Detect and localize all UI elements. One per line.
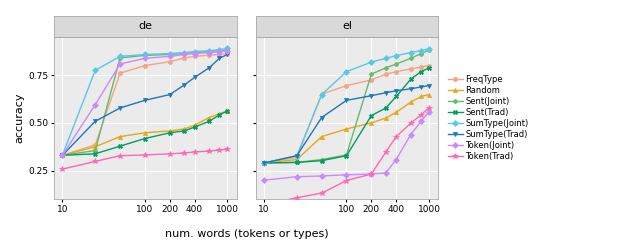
Y-axis label: accuracy: accuracy [15, 93, 24, 143]
Text: de: de [139, 21, 152, 31]
Legend: FreqType, Random, Sent(Joint), Sent(Trad), SumType(Joint), SumType(Trad), Token(: FreqType, Random, Sent(Joint), Sent(Trad… [448, 75, 529, 161]
Text: el: el [342, 21, 352, 31]
Text: num. words (tokens or types): num. words (tokens or types) [164, 229, 328, 239]
